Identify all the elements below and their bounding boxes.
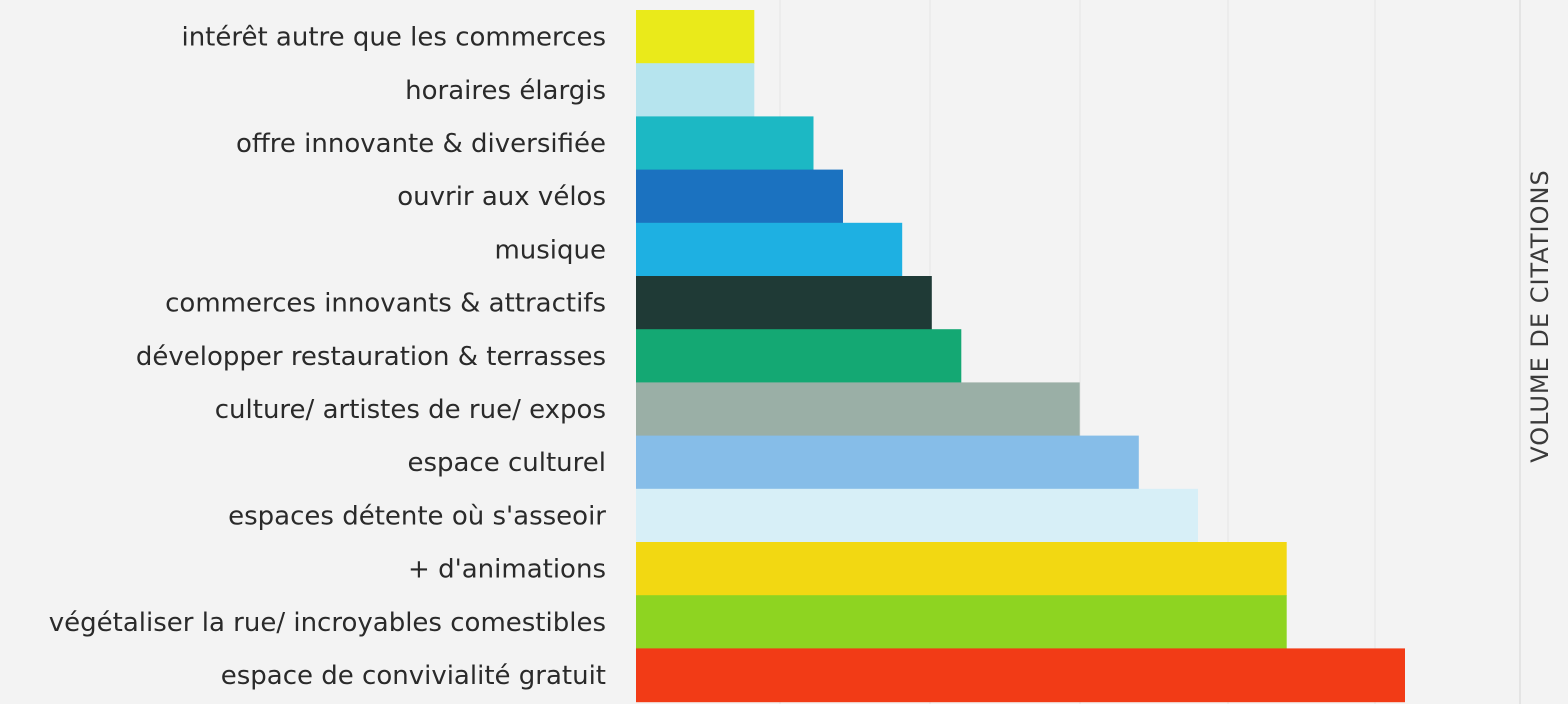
bar (636, 382, 1080, 437)
category-label: ouvrir aux vélos (397, 182, 606, 212)
bar (636, 542, 1287, 596)
bar (636, 10, 755, 64)
category-labels: intérêt autre que les commerces horaires … (49, 23, 607, 691)
category-label: espaces détente où s'asseoir (228, 501, 606, 531)
category-label: + d'animations (408, 555, 606, 585)
category-label: horaires élargis (405, 76, 606, 106)
bar (636, 276, 932, 330)
bar (636, 435, 1139, 490)
category-label: végétaliser la rue/ incroyables comestib… (49, 608, 606, 638)
category-label: intérêt autre que les commerces (181, 23, 606, 53)
category-label: musique (494, 235, 606, 265)
axis-title: VOLUME DE CITATIONS (1526, 169, 1554, 462)
bar (636, 329, 962, 383)
bar (636, 222, 903, 277)
category-label: espace culturel (407, 448, 606, 478)
bar (636, 488, 1198, 543)
bar (636, 63, 755, 117)
bar (636, 169, 843, 224)
category-label: commerces innovants & attractifs (165, 289, 606, 319)
bar (636, 595, 1287, 649)
category-label: développer restauration & terrasses (136, 342, 606, 372)
category-label: culture/ artistes de rue/ expos (215, 395, 606, 425)
bars (636, 10, 1405, 703)
category-label: espace de convivialité gratuit (221, 661, 606, 691)
category-label: offre innovante & diversifiée (236, 129, 606, 159)
bar (636, 648, 1405, 703)
bar (636, 116, 814, 171)
